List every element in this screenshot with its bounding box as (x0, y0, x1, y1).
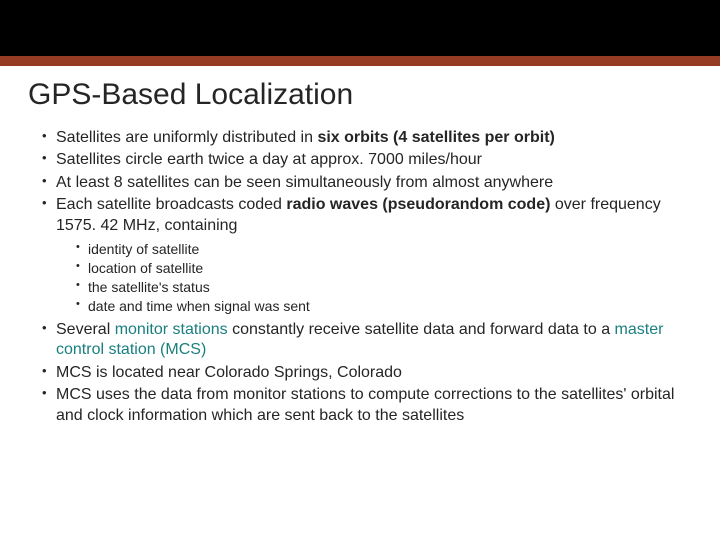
bullet-item: At least 8 satellites can be seen simult… (42, 173, 692, 193)
bullet-list: Satellites are uniformly distributed in … (28, 128, 692, 426)
sub-bullet-text: location of satellite (88, 260, 203, 276)
sub-bullet-text: date and time when signal was sent (88, 298, 310, 314)
bullet-item: Several monitor stations constantly rece… (42, 320, 692, 361)
bullet-text: Satellites circle earth twice a day at a… (56, 151, 482, 168)
bullet-bold: radio waves (pseudorandom code) (286, 196, 550, 213)
header-bar (0, 0, 720, 56)
bullet-text: At least 8 satellites can be seen simult… (56, 174, 553, 191)
bullet-item: MCS uses the data from monitor stations … (42, 385, 692, 426)
sub-bullet-item: location of satellite (76, 259, 692, 278)
sub-bullet-text: identity of satellite (88, 241, 199, 257)
bullet-text: Each satellite broadcasts coded (56, 196, 286, 213)
bullet-item: Satellites are uniformly distributed in … (42, 128, 692, 148)
bullet-teal: monitor stations (115, 321, 228, 338)
bullet-item: Each satellite broadcasts coded radio wa… (42, 195, 692, 316)
sub-bullet-list: identity of satellite location of satell… (56, 240, 692, 316)
sub-bullet-text: the satellite's status (88, 279, 210, 295)
bullet-text: MCS is located near Colorado Springs, Co… (56, 364, 402, 381)
slide-title: GPS-Based Localization (28, 78, 692, 112)
sub-bullet-item: identity of satellite (76, 240, 692, 259)
bullet-text: MCS uses the data from monitor stations … (56, 386, 674, 423)
slide-content: GPS-Based Localization Satellites are un… (0, 66, 720, 426)
bullet-item: Satellites circle earth twice a day at a… (42, 150, 692, 170)
sub-bullet-item: date and time when signal was sent (76, 297, 692, 316)
bullet-bold: six orbits (4 satellites per orbit) (317, 129, 554, 146)
header-stripe (0, 56, 720, 66)
bullet-text: Satellites are uniformly distributed in (56, 129, 317, 146)
bullet-text: constantly receive satellite data and fo… (228, 321, 615, 338)
bullet-text: Several (56, 321, 115, 338)
bullet-item: MCS is located near Colorado Springs, Co… (42, 363, 692, 383)
sub-bullet-item: the satellite's status (76, 278, 692, 297)
